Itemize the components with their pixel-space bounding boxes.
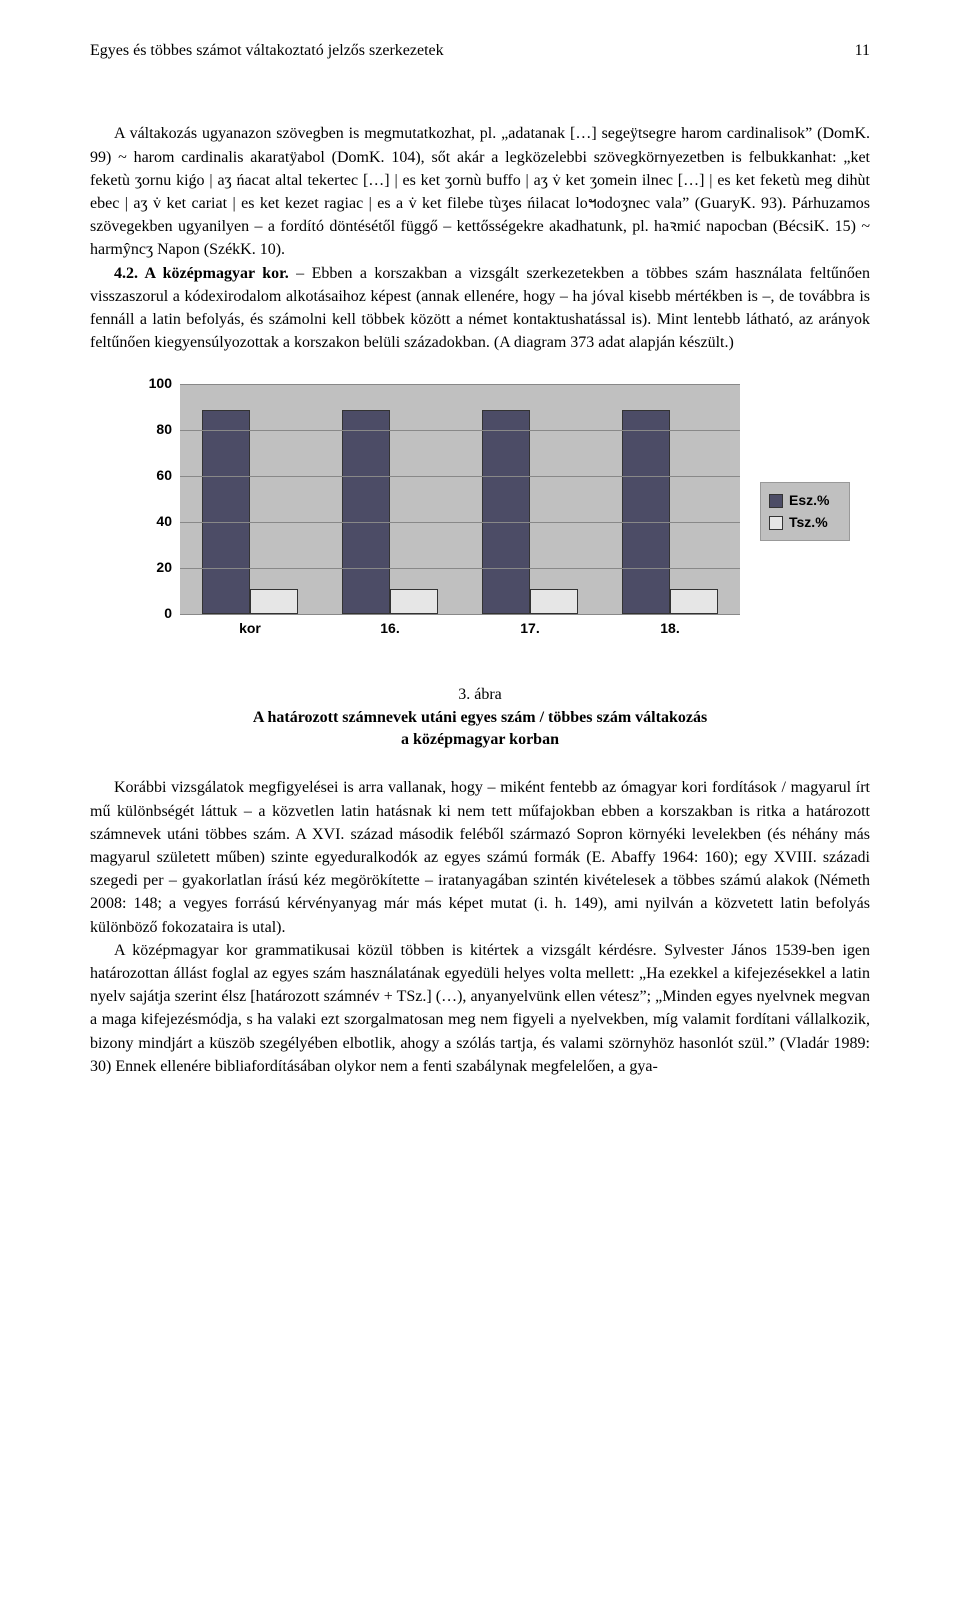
paragraph-2: 4.2. A középmagyar kor. – Ebben a korsza… [90, 262, 870, 355]
paragraph-1: A váltakozás ugyanazon szövegben is megm… [90, 122, 870, 261]
bar-group [180, 384, 320, 614]
grid-line [180, 430, 740, 431]
caption-number: 3. ábra [90, 684, 870, 706]
bar [390, 589, 438, 614]
grid-line [180, 522, 740, 523]
caption-line-1: A határozott számnevek utáni egyes szám … [90, 707, 870, 729]
running-title: Egyes és többes számot váltakoztató jelz… [90, 40, 444, 62]
bar [622, 410, 670, 615]
legend-label: Esz.% [789, 491, 829, 511]
paragraph-4: A középmagyar kor grammatikusai közül tö… [90, 939, 870, 1078]
caption-line-2: a középmagyar korban [90, 729, 870, 751]
body-text: A váltakozás ugyanazon szövegben is megm… [90, 122, 870, 354]
y-tick-label: 0 [164, 604, 172, 624]
grid-line [180, 384, 740, 385]
legend-label: Tsz.% [789, 513, 828, 533]
bar [250, 589, 298, 614]
legend-item: Esz.% [769, 491, 841, 511]
y-tick-label: 80 [156, 420, 172, 440]
x-tick-label: 17. [460, 619, 600, 639]
y-axis-ticks: 0 20 40 60 80 100 [140, 374, 176, 624]
bar [670, 589, 718, 614]
bar-group [460, 384, 600, 614]
page-header: Egyes és többes számot váltakoztató jelz… [90, 40, 870, 62]
bar-chart: 0 20 40 60 80 100 kor16.17.18. Esz.%Tsz.% [90, 374, 870, 644]
bar [202, 410, 250, 615]
legend-swatch [769, 494, 783, 508]
grid-line [180, 476, 740, 477]
chart-plot-area: kor16.17.18. [180, 384, 740, 614]
bar [342, 410, 390, 615]
bar [530, 589, 578, 614]
y-tick-label: 20 [156, 558, 172, 578]
bar [482, 410, 530, 615]
bar-group [320, 384, 460, 614]
grid-line [180, 614, 740, 615]
bar-group [600, 384, 740, 614]
paragraph-3: Korábbi vizsgálatok megfigyelései is arr… [90, 776, 870, 938]
x-tick-label: 16. [320, 619, 460, 639]
legend-item: Tsz.% [769, 513, 841, 533]
y-tick-label: 60 [156, 466, 172, 486]
y-tick-label: 100 [149, 374, 172, 394]
page-number: 11 [855, 40, 870, 62]
grid-line [180, 568, 740, 569]
legend-swatch [769, 516, 783, 530]
chart-caption: 3. ábra A határozott számnevek utáni egy… [90, 684, 870, 751]
body-text-2: Korábbi vizsgálatok megfigyelései is arr… [90, 776, 870, 1077]
x-tick-label: kor [180, 619, 320, 639]
x-axis-labels: kor16.17.18. [180, 619, 740, 639]
y-tick-label: 40 [156, 512, 172, 532]
chart-legend: Esz.%Tsz.% [760, 482, 850, 541]
x-tick-label: 18. [600, 619, 740, 639]
section-number: 4.2. A középmagyar kor. [114, 265, 289, 282]
bars-container [180, 384, 740, 614]
